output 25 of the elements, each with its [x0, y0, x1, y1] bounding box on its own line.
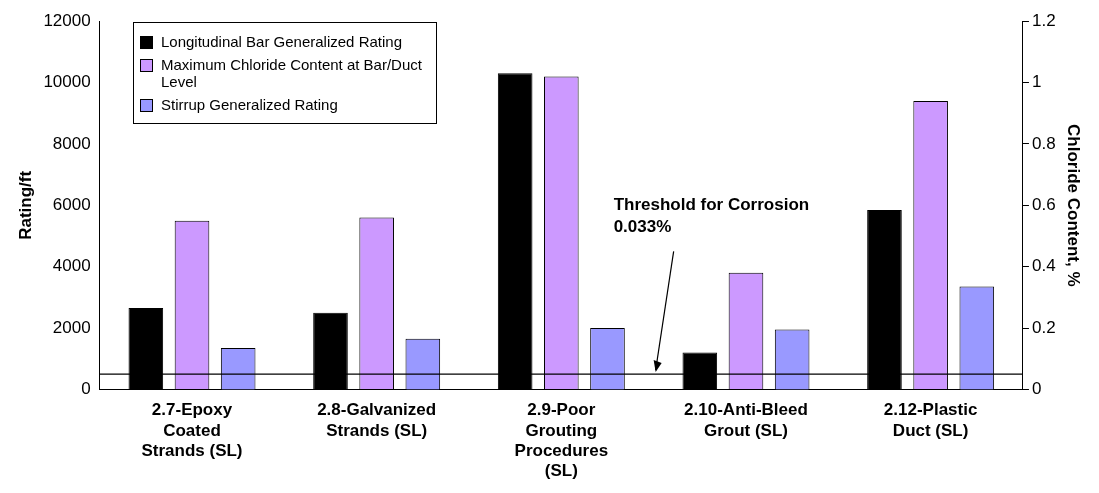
x-tick-label: 2.10-Anti-Bleed Grout (SL)	[684, 400, 808, 440]
y-axis-title: Rating/ft	[15, 170, 35, 240]
y2-tick-label: 0.4	[1031, 256, 1056, 276]
ref-line-label: Threshold for Corrosion 0.033%	[613, 194, 810, 236]
y-tick-label: 12000	[43, 10, 91, 30]
y2-tick-label: 0.6	[1031, 194, 1056, 214]
x-tick-label: 2.12-Plastic Duct (SL)	[883, 400, 978, 440]
y2-tick-label: 0	[1031, 379, 1042, 399]
y-tick-label: 8000	[52, 133, 91, 153]
x-tick-label: 2.9-Poor Grouting Procedures (SL)	[514, 400, 609, 481]
y2-tick-label: 0.8	[1031, 133, 1056, 153]
legend-label: Maximum Chloride Content at Bar/Duct Level	[161, 56, 423, 90]
x-tick-label: 2.7-Epoxy Coated Strands (SL)	[141, 400, 243, 461]
y-tick-label: 0	[81, 379, 91, 399]
y2-axis-title: Chloride Content, %	[1064, 124, 1084, 287]
y-tick-label: 10000	[43, 72, 91, 92]
legend-label: Longitudinal Bar Generalized Rating	[161, 33, 402, 50]
x-tick-label: 2.8-Galvanized Strands (SL)	[317, 400, 437, 440]
y2-tick-label: 0.2	[1031, 317, 1056, 337]
y2-tick-label: 1	[1031, 72, 1042, 92]
y2-tick-label: 1.2	[1031, 10, 1056, 30]
y-tick-label: 4000	[52, 256, 91, 276]
legend-label: Stirrup Generalized Rating	[161, 96, 338, 113]
y-tick-label: 6000	[52, 194, 91, 214]
y-tick-label: 2000	[52, 317, 91, 337]
